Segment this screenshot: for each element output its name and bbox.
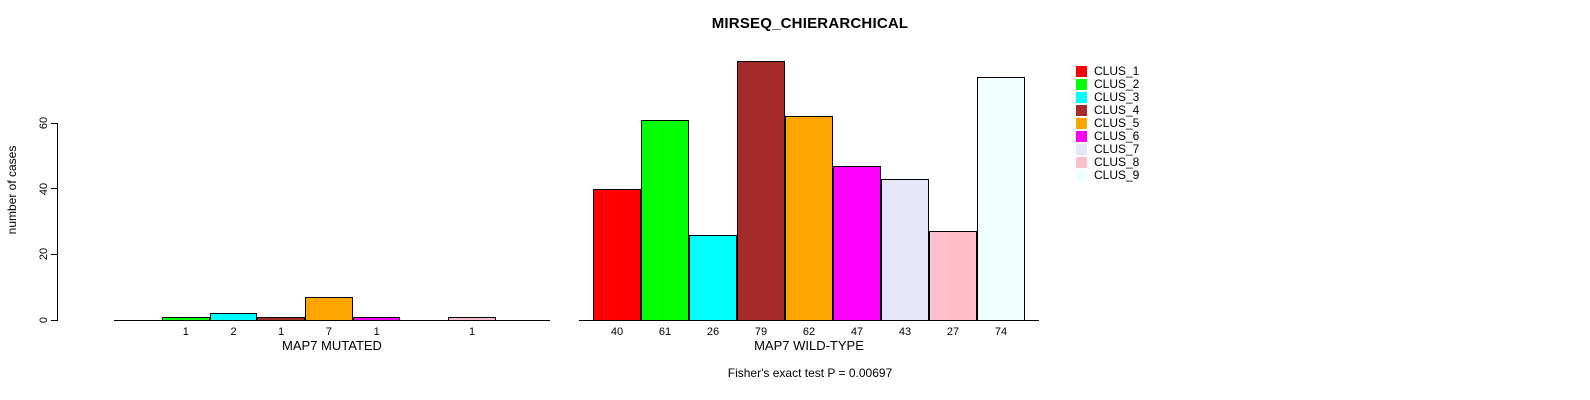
bar-value-label: 62 [802, 326, 816, 338]
group-label-mutated: MAP7 MUTATED [282, 338, 382, 353]
legend-label-clus_5: CLUS_5 [1094, 116, 1140, 130]
legend-label-clus_9: CLUS_9 [1094, 168, 1140, 182]
bar-clus_5 [785, 116, 833, 321]
bar-value-label: 61 [658, 326, 672, 338]
legend-swatch-clus_9 [1076, 170, 1087, 181]
bar-clus_9 [977, 77, 1025, 321]
y-tick-mark [51, 122, 57, 124]
bar-value-label: 43 [898, 326, 912, 338]
legend-swatch-clus_7 [1076, 144, 1087, 155]
y-tick-label: 0 [38, 316, 50, 324]
bar-clus_8 [929, 231, 977, 321]
bar-value-label: 1 [278, 326, 285, 338]
bar-value-label: 2 [230, 326, 237, 338]
bar-clus_2 [641, 119, 689, 321]
legend-swatch-clus_3 [1076, 92, 1087, 103]
bar-clus_8 [448, 316, 496, 321]
legend-swatch-clus_8 [1076, 157, 1087, 168]
bar-value-label: 7 [325, 326, 332, 338]
bar-value-label: 74 [994, 326, 1008, 338]
y-tick-mark [51, 319, 57, 321]
bar-clus_4 [737, 60, 785, 321]
legend-label-clus_1: CLUS_1 [1094, 64, 1140, 78]
chart-title: MIRSEQ_CHIERARCHICAL [711, 15, 909, 32]
bar-value-label: 1 [468, 326, 476, 338]
bar-value-label: 1 [373, 326, 380, 338]
bar-value-label: 47 [850, 326, 864, 338]
legend-swatch-clus_6 [1076, 131, 1087, 142]
bar-value-label: 26 [706, 326, 720, 338]
bar-clus_1 [593, 188, 641, 321]
y-tick-label: 20 [38, 248, 50, 261]
y-tick-label: 40 [38, 182, 50, 195]
legend-swatch-clus_4 [1076, 105, 1087, 116]
bar-clus_6 [833, 165, 881, 321]
bar-clus_3 [209, 313, 258, 321]
y-tick-mark [51, 188, 57, 190]
group-label-wildtype: MAP7 WILD-TYPE [754, 338, 864, 353]
bar-value-label: 79 [754, 326, 768, 338]
fisher-test-annotation: Fisher's exact test P = 0.00697 [727, 366, 893, 380]
legend-swatch-clus_2 [1076, 79, 1087, 90]
bar-value-label: 27 [946, 326, 960, 338]
bar-clus_6 [352, 316, 401, 321]
y-tick-mark [51, 253, 57, 255]
bar-value-label: 40 [610, 326, 624, 338]
bar-clus_3 [689, 234, 737, 321]
y-axis-title: number of cases [5, 145, 19, 235]
legend-label-clus_4: CLUS_4 [1094, 103, 1140, 117]
legend-label-clus_2: CLUS_2 [1094, 77, 1140, 91]
bar-clus_5 [305, 297, 353, 321]
bar-value-label: 1 [182, 326, 189, 338]
y-axis-line [57, 123, 58, 321]
legend-label-clus_6: CLUS_6 [1094, 129, 1140, 143]
bar-clus_7 [881, 178, 929, 321]
legend-label-clus_8: CLUS_8 [1094, 155, 1140, 169]
legend-swatch-clus_1 [1076, 66, 1087, 77]
y-tick-label: 60 [38, 116, 50, 130]
bar-clus_4 [257, 316, 306, 321]
legend-label-clus_3: CLUS_3 [1094, 90, 1140, 104]
bar-clus_2 [162, 316, 210, 321]
legend-swatch-clus_5 [1076, 118, 1087, 129]
legend-label-clus_7: CLUS_7 [1094, 142, 1140, 156]
